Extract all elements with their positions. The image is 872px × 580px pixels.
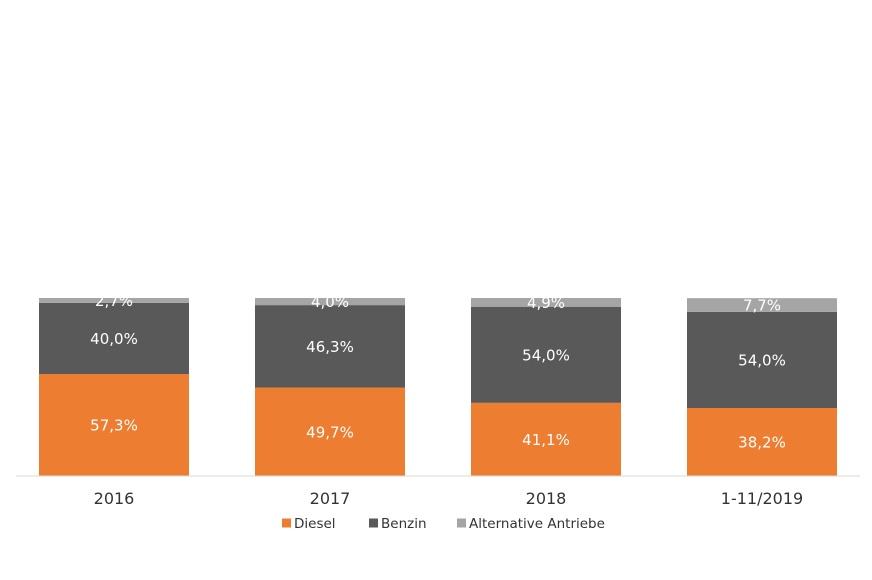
data-label-benzin-2017: 46,3%: [306, 338, 354, 356]
x-axis-ticks: 2016 2017 2018 1-11/2019: [94, 489, 804, 508]
legend-swatch-diesel: [282, 518, 291, 528]
legend-swatch-benzin: [369, 518, 378, 528]
bars-layer: [39, 298, 837, 476]
bar-segment-alternative-antriebe-2018: [471, 298, 621, 307]
data-label-alternative-antriebe-2017: 4,0%: [311, 293, 349, 311]
bar-segment-alternative-antriebe-1-11-2019: [687, 298, 837, 312]
bar-segment-benzin-2017: [255, 305, 405, 388]
legend: Diesel Benzin Alternative Antriebe: [282, 516, 605, 532]
legend-label-alternative-antriebe: Alternative Antriebe: [469, 516, 605, 532]
x-tick-label-2016: 2016: [94, 489, 135, 508]
data-label-benzin-1-11-2019: 54,0%: [738, 351, 786, 369]
data-label-alternative-antriebe-1-11-2019: 7,7%: [743, 297, 781, 315]
data-label-diesel-1-11-2019: 38,2%: [738, 434, 786, 452]
x-tick-label-2017: 2017: [310, 489, 351, 508]
bar-segment-alternative-antriebe-2017: [255, 298, 405, 306]
data-label-alternative-antriebe-2018: 4,9%: [527, 294, 565, 312]
legend-swatch-alternative-antriebe: [457, 518, 466, 528]
bar-segment-benzin-2016: [39, 302, 189, 375]
x-tick-label-1-11-2019: 1-11/2019: [721, 489, 803, 508]
data-labels-layer: 57,3% 40,0% 2,7% 49,7% 46,3% 4,0% 41,1% 54,0% 4,…: [90, 292, 786, 452]
bar-segment-benzin-2018: [471, 306, 621, 403]
bar-segment-diesel-2017: [255, 387, 405, 476]
bar-segment-alternative-antriebe-2016: [39, 298, 189, 303]
bar-segment-diesel-2016: [39, 374, 189, 476]
data-label-benzin-2018: 54,0%: [522, 346, 570, 364]
bar-segment-benzin-1-11-2019: [687, 311, 837, 409]
legend-label-benzin: Benzin: [381, 516, 427, 532]
data-label-diesel-2017: 49,7%: [306, 423, 354, 441]
bar-segment-diesel-1-11-2019: [687, 408, 837, 476]
data-label-diesel-2016: 57,3%: [90, 417, 138, 435]
data-label-diesel-2018: 41,1%: [522, 431, 570, 449]
data-label-benzin-2016: 40,0%: [90, 330, 138, 348]
data-label-alternative-antriebe-2016: 2,7%: [95, 292, 133, 310]
x-tick-label-2018: 2018: [526, 489, 567, 508]
bar-segment-diesel-2018: [471, 402, 621, 476]
legend-label-diesel: Diesel: [294, 516, 336, 532]
